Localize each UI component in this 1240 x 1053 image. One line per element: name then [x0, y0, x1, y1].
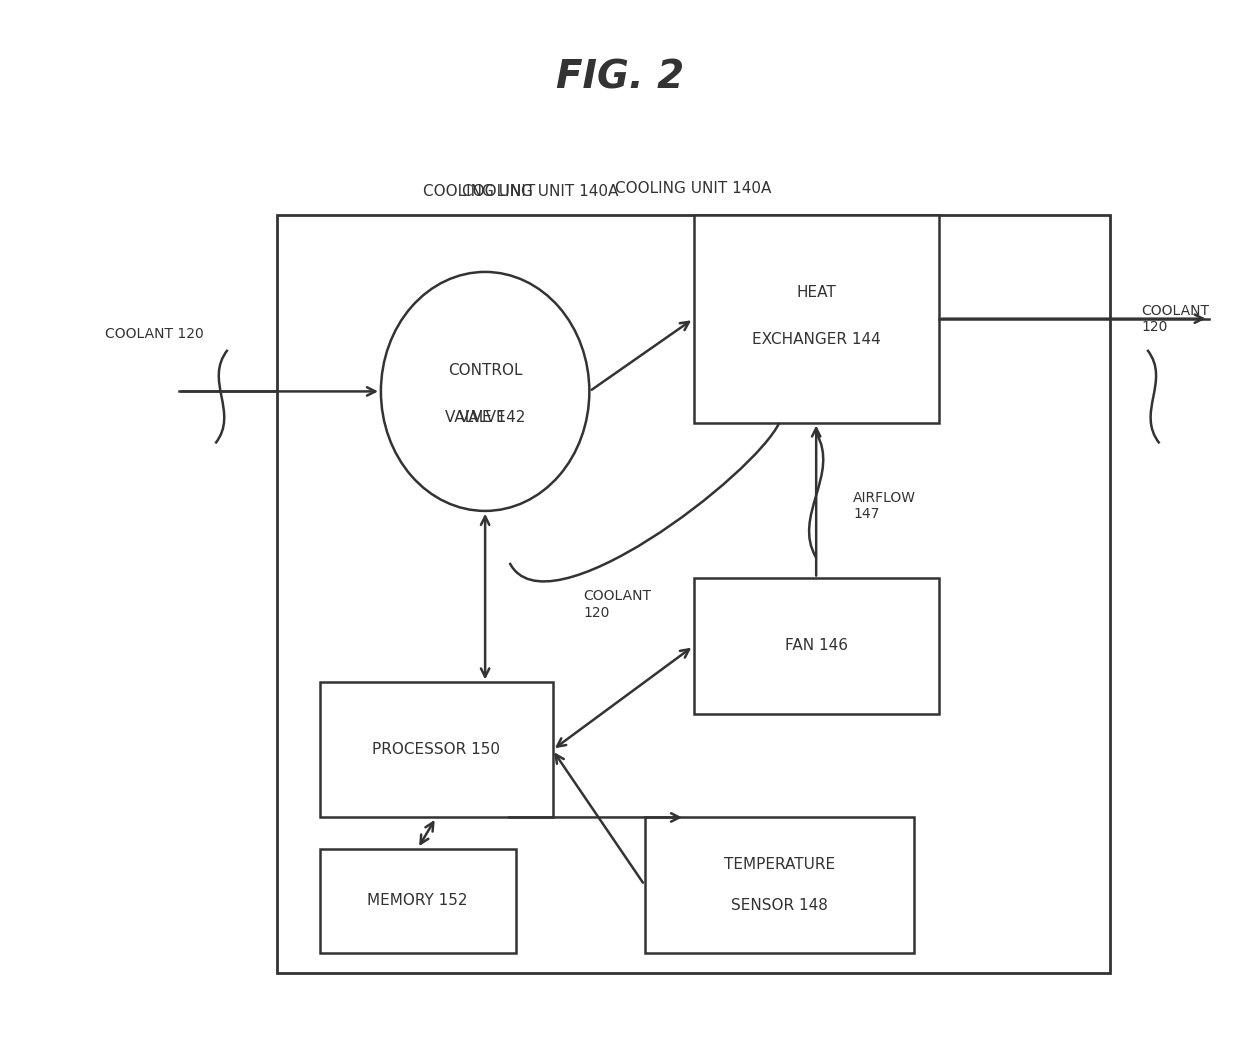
FancyBboxPatch shape	[645, 817, 914, 953]
Text: AIRFLOW
147: AIRFLOW 147	[853, 491, 916, 521]
Text: HEAT: HEAT	[796, 285, 836, 300]
FancyBboxPatch shape	[693, 215, 939, 422]
Text: EXCHANGER 144: EXCHANGER 144	[751, 332, 880, 346]
Text: SENSOR 148: SENSOR 148	[730, 898, 828, 913]
Text: VALVE: VALVE	[459, 410, 511, 425]
FancyBboxPatch shape	[320, 682, 553, 817]
Text: COOLANT
120: COOLANT 120	[583, 590, 651, 619]
Text: MEMORY 152: MEMORY 152	[367, 893, 467, 908]
Text: CONTROL: CONTROL	[448, 363, 522, 378]
Text: PROCESSOR 150: PROCESSOR 150	[372, 742, 500, 757]
Text: VALVE 142: VALVE 142	[445, 410, 526, 425]
Text: COOLING UNIT 140A: COOLING UNIT 140A	[615, 181, 771, 196]
Text: COOLING UNIT 140A: COOLING UNIT 140A	[463, 184, 619, 199]
Text: FIG. 2: FIG. 2	[556, 59, 684, 97]
Text: COOLANT
120: COOLANT 120	[1141, 303, 1209, 334]
FancyBboxPatch shape	[277, 215, 1111, 973]
Text: TEMPERATURE: TEMPERATURE	[724, 857, 835, 872]
Text: FAN 146: FAN 146	[785, 638, 848, 654]
FancyBboxPatch shape	[320, 849, 516, 953]
Text: COOLING UNIT: COOLING UNIT	[423, 184, 541, 199]
FancyBboxPatch shape	[693, 578, 939, 714]
Ellipse shape	[381, 272, 589, 511]
Text: COOLANT 120: COOLANT 120	[105, 327, 203, 341]
